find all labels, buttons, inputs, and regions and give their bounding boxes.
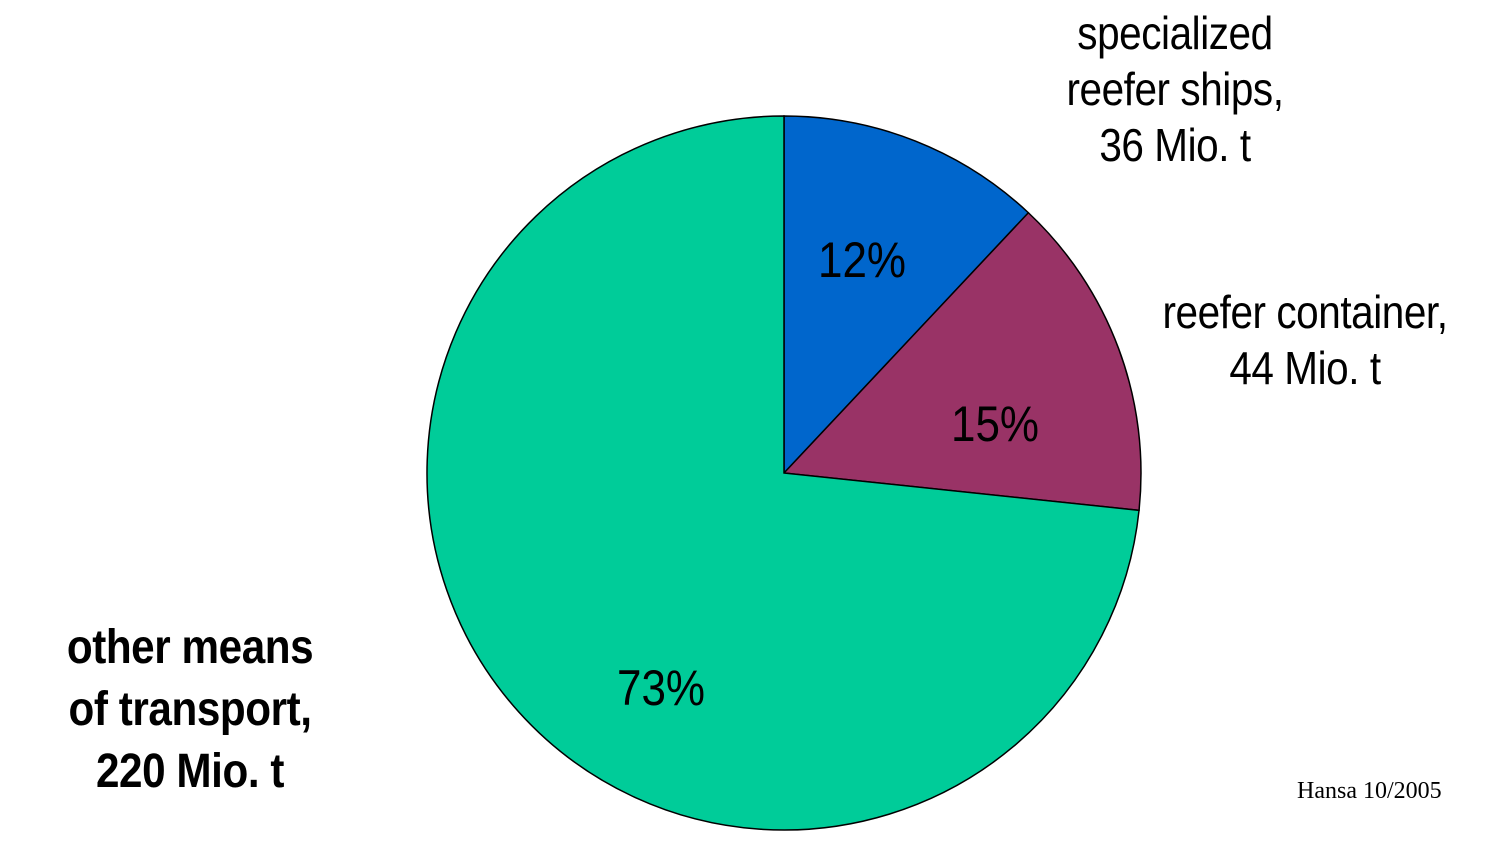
label-container-line-2: 44 Mio. t xyxy=(1229,342,1381,394)
label-container-line-1: reefer container, xyxy=(1162,286,1448,338)
label-other-line-2: of transport, xyxy=(68,683,312,736)
label-ships-line-1: specialized xyxy=(1077,7,1273,59)
percent-label-other: 73% xyxy=(617,659,705,715)
label-other-line-3: 220 Mio. t xyxy=(95,745,285,798)
label-other-means-of-transport: other means of transport, 220 Mio. t xyxy=(23,617,357,803)
label-ships-line-3: 36 Mio. t xyxy=(1099,119,1251,171)
percent-label-ships: 12% xyxy=(818,231,906,287)
slice-other-means-of-transport xyxy=(426,115,1140,831)
label-reefer-container: reefer container, 44 Mio. t xyxy=(1142,284,1468,396)
percent-label-container: 15% xyxy=(951,395,1039,451)
source-note: Hansa 10/2005 xyxy=(1297,778,1442,804)
label-ships-line-2: reefer ships, xyxy=(1066,63,1284,115)
slice-specialized-reefer-ships xyxy=(783,115,1030,475)
label-other-line-1: other means xyxy=(66,621,314,674)
label-specialized-reefer-ships: specialized reefer ships, 36 Mio. t xyxy=(1034,5,1316,173)
slice-reefer-container xyxy=(782,211,1142,512)
